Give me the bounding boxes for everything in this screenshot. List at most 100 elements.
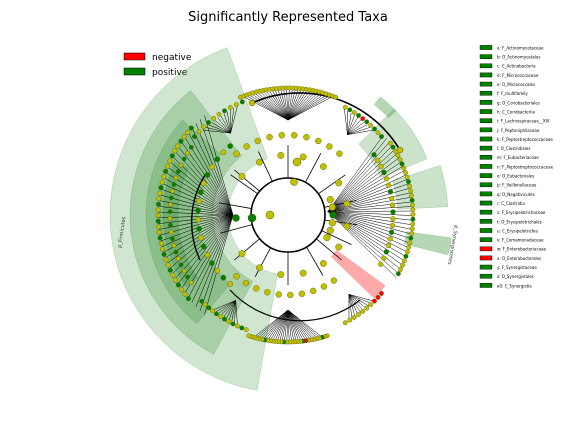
leaf-node [406,244,412,250]
branch [327,174,407,212]
clade-legend-swatch [479,237,493,242]
inner-node [195,216,201,223]
branch [287,94,323,121]
leaf-node [167,267,173,273]
branch [195,214,234,307]
leaf-node [408,235,414,241]
branch [347,119,362,135]
leaf-node [239,99,245,105]
clade-legend-swatch [479,246,493,252]
root-spoke [220,224,253,234]
inner-node [233,273,240,280]
inner-node [290,132,298,139]
branch [282,309,289,340]
branch [205,127,231,134]
clade-legend-swatch [479,90,493,96]
key-node [265,210,275,220]
clade-legend-label: s: F_Erysipelotrichaceae [497,210,546,215]
leaf-node [182,291,188,297]
root-spoke [230,174,258,195]
leaf-node [351,315,357,320]
branch [327,206,413,212]
clade-legend-swatch [479,219,493,224]
leaf-node [404,174,410,180]
inner-node [343,200,351,208]
branch [255,93,289,121]
leaf-node [163,257,169,263]
inner-node [335,179,343,187]
clade-legend-swatch [479,72,493,78]
clade-legend-label: z: O_Synergistales [497,274,534,279]
clade-legend-swatch [479,136,493,142]
leaf-node [387,140,393,146]
branch [286,309,289,341]
leaf-node [165,262,171,268]
branch [327,134,384,212]
branch [255,309,289,336]
leaf-node [216,111,222,117]
root-spoke [305,153,322,183]
fan-right [327,134,414,278]
inner-node [200,243,207,250]
branch [287,95,326,121]
legend-swatch-positive [123,67,146,76]
leaf-node [173,175,179,181]
branch [216,300,236,312]
clade-legend-label: i: F_Lachnospiraceae__XIV [497,119,550,124]
leaf-node [181,156,187,162]
inner-node [330,277,338,284]
leaf-node [168,195,174,201]
branch [287,309,301,340]
legend-swatch-negative [123,52,146,61]
leaf-node [372,126,377,132]
branch [287,91,307,121]
leaf-node [390,144,396,150]
branch [327,145,393,212]
clade-legend-swatch [479,81,493,87]
branch [287,91,310,121]
branch [214,119,231,134]
leaf-node [243,327,249,333]
branch [348,294,372,304]
leaf-node [234,323,240,329]
branch [287,309,292,340]
inner-node [275,291,282,298]
inner-node [256,158,263,166]
clade-legend-swatch [479,145,493,151]
fan-bottom [255,309,321,341]
inner-node [328,203,336,211]
clade-legend-label: c: C_Actinobacteria [497,64,536,69]
leaf-node [175,143,181,149]
clade-legend-swatch [479,264,493,270]
clade-legend-label: n: F_Peptostreptococcaceae [497,164,554,169]
clade-legend-label: g: O_Coriobacteriales [497,100,540,105]
branch [327,211,403,266]
band-coriobacteriia [392,165,449,210]
inner-node [371,152,377,158]
leaf-node [211,115,217,121]
leaf-node [372,298,377,304]
inner-node [387,189,394,195]
branch [230,106,238,134]
leaf-node [410,216,416,222]
leaf-node [364,119,370,125]
leaf-node [226,319,232,325]
inner-node [209,164,215,170]
branch [226,111,231,134]
leaf-node [239,325,245,331]
inner-node [381,169,387,176]
leaf-node [158,185,164,191]
branch [347,124,368,135]
leaf-node [168,229,174,235]
leaf-node [403,253,409,259]
leaf-node [356,113,361,118]
leaf-node [399,161,405,167]
leaf-node [202,302,208,308]
chart-title: Significantly Represented Taxa [188,10,388,25]
branch [199,119,234,216]
inner-node [320,283,328,290]
leaf-node [410,212,416,217]
branch [217,117,231,134]
branch [283,90,289,121]
